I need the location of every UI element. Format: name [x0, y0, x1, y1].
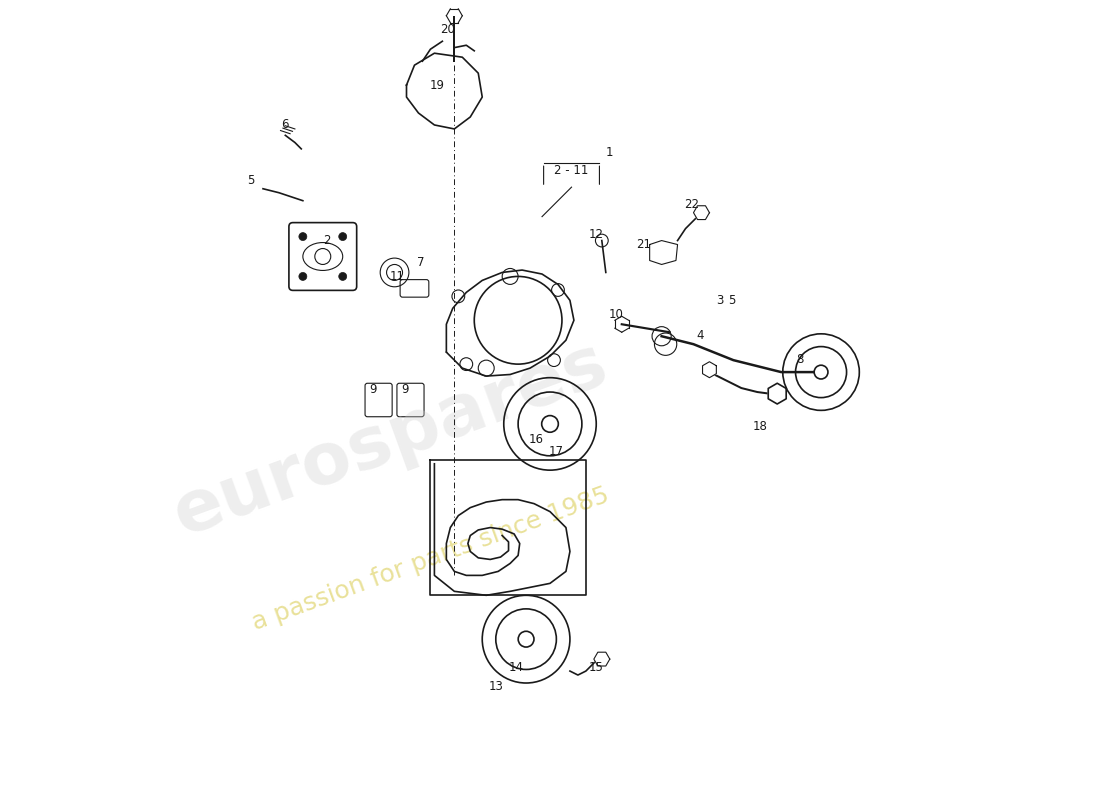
Text: 20: 20 — [440, 22, 454, 36]
Text: 5: 5 — [728, 294, 736, 307]
Text: 16: 16 — [529, 434, 543, 446]
Text: 7: 7 — [417, 256, 425, 270]
Circle shape — [814, 366, 828, 379]
Text: 22: 22 — [684, 198, 700, 211]
Text: 8: 8 — [795, 353, 803, 366]
Text: 11: 11 — [389, 270, 405, 283]
Text: 1: 1 — [606, 146, 614, 159]
Text: 12: 12 — [588, 229, 604, 242]
Text: 4: 4 — [696, 329, 704, 342]
Text: 3: 3 — [716, 294, 724, 307]
Text: eurospares: eurospares — [164, 330, 617, 550]
Text: a passion for parts since 1985: a passion for parts since 1985 — [249, 483, 613, 635]
Text: 10: 10 — [608, 308, 624, 321]
Polygon shape — [703, 362, 716, 378]
Circle shape — [541, 415, 559, 432]
Text: 2 - 11: 2 - 11 — [554, 164, 588, 177]
Text: 19: 19 — [429, 78, 444, 91]
Circle shape — [339, 273, 346, 281]
Polygon shape — [768, 383, 786, 404]
Circle shape — [299, 233, 307, 241]
Text: 13: 13 — [490, 681, 504, 694]
Circle shape — [339, 233, 346, 241]
Text: 2: 2 — [323, 234, 330, 247]
Polygon shape — [693, 206, 710, 219]
Text: 21: 21 — [637, 238, 651, 251]
Text: 18: 18 — [752, 420, 767, 433]
Polygon shape — [594, 652, 609, 666]
Circle shape — [299, 273, 307, 281]
Text: 9: 9 — [402, 383, 409, 396]
Text: 5: 5 — [248, 174, 255, 187]
Text: 17: 17 — [549, 445, 564, 458]
Text: 6: 6 — [282, 118, 289, 131]
Text: 15: 15 — [588, 661, 604, 674]
Text: 14: 14 — [509, 661, 524, 674]
Text: 9: 9 — [370, 383, 377, 396]
Circle shape — [518, 631, 534, 647]
